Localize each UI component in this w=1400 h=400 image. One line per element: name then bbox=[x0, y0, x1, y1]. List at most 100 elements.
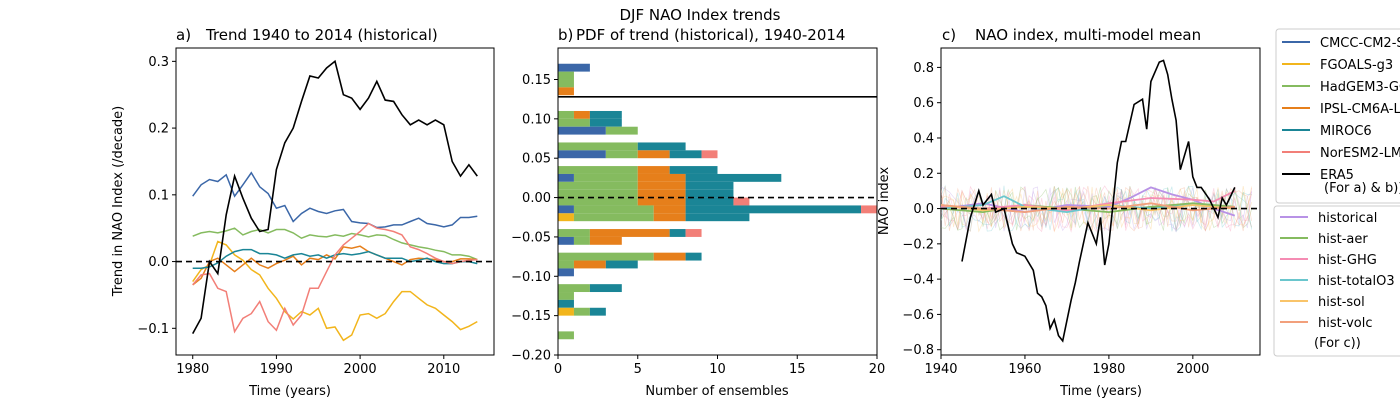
histogram-bar-hadgem3-gc31-ll bbox=[558, 189, 638, 198]
plot-frame-top bbox=[557, 47, 878, 356]
histogram-bar-cmcc-cm2-sr5 bbox=[558, 268, 574, 277]
histogram-bar-miroc6 bbox=[685, 189, 734, 198]
histogram-bar-noresm2-lm bbox=[861, 205, 877, 214]
histogram-bar-hadgem3-gc31-ll bbox=[558, 181, 638, 190]
x-tick-label: 1990 bbox=[260, 362, 293, 377]
histogram-bar-miroc6 bbox=[589, 110, 622, 119]
y-tick-label: 0.6 bbox=[913, 96, 934, 111]
panel-b-title: PDF of trend (historical), 1940-2014 bbox=[576, 26, 845, 44]
histogram-bar-fgoals-g3 bbox=[558, 307, 574, 316]
y-tick-label: −0.20 bbox=[511, 349, 551, 364]
y-tick-label: −0.6 bbox=[902, 308, 934, 323]
histogram-bar-ipsl-cm6a-lr bbox=[589, 229, 670, 237]
y-tick-label: −0.10 bbox=[511, 270, 551, 285]
y-tick-label: 0.0 bbox=[148, 255, 169, 270]
ensemble-noise-hist-totalo3 bbox=[941, 185, 1252, 232]
histogram-bar-miroc6 bbox=[669, 166, 718, 174]
x-tick-label: 5 bbox=[634, 362, 642, 377]
panel-b-xlabel: Number of ensembles bbox=[645, 384, 789, 399]
histogram-bar-hadgem3-gc31-ll bbox=[573, 173, 638, 182]
histogram-bar-hadgem3-gc31-ll bbox=[558, 197, 638, 206]
y-tick-label: 0.8 bbox=[913, 61, 934, 76]
histogram-bar-hadgem3-gc31-ll bbox=[573, 307, 590, 316]
x-tick-label: 2000 bbox=[1176, 362, 1209, 377]
histogram-bar-cmcc-cm2-sr5 bbox=[558, 150, 606, 159]
histogram-bar-hadgem3-gc31-ll bbox=[558, 331, 574, 340]
panel-c-title: NAO index, multi-model mean bbox=[975, 26, 1201, 44]
histogram-bar-hadgem3-gc31-ll bbox=[558, 79, 574, 88]
histogram-bar-noresm2-lm bbox=[685, 229, 702, 237]
legend-experiments-frame bbox=[1273, 205, 1400, 357]
legend-models-note: (For a) & b)) bbox=[1324, 181, 1400, 196]
histogram-bar-hadgem3-gc31-ll bbox=[558, 71, 574, 80]
series-line-era5 bbox=[191, 59, 478, 334]
panel-c-ylabel: NAO index bbox=[877, 167, 892, 236]
mean-line-historical bbox=[941, 186, 1236, 217]
mean-line-hist-ghg bbox=[941, 190, 1236, 212]
histogram-bar-hadgem3-gc31-ll bbox=[573, 205, 654, 214]
mean-line-hist-aer bbox=[941, 202, 1235, 214]
histogram-bar-fgoals-g3 bbox=[558, 213, 574, 222]
ensemble-noise-hist-sol bbox=[941, 185, 1252, 233]
histogram-bar-ipsl-cm6a-lr bbox=[637, 189, 686, 198]
histogram-bar-hadgem3-gc31-ll bbox=[605, 150, 638, 159]
histogram-bar-hadgem3-gc31-ll bbox=[573, 213, 654, 222]
legend-label: hist-aer bbox=[1318, 232, 1368, 247]
legend-label: CMCC-CM2-SR5 bbox=[1320, 36, 1400, 51]
panel-c-series bbox=[941, 59, 1260, 343]
histogram-bar-hadgem3-gc31-ll bbox=[573, 236, 590, 245]
ensemble-noise-hist-ghg bbox=[941, 185, 1252, 233]
panel-c-nao-index-chart: c) NAO index, multi-model mean Time (yea… bbox=[877, 26, 1261, 399]
histogram-bar-ipsl-cm6a-lr bbox=[637, 181, 686, 190]
panel-c-xlabel: Time (years) bbox=[1059, 384, 1142, 399]
plot-frame bbox=[175, 47, 495, 356]
histogram-bar-ipsl-cm6a-lr bbox=[573, 110, 590, 119]
histogram-bar-ipsl-cm6a-lr bbox=[653, 252, 686, 261]
legend-label: ERA5 bbox=[1320, 168, 1354, 183]
legend-experiments-note: (For c)) bbox=[1314, 336, 1361, 351]
histogram-bar-miroc6 bbox=[589, 307, 606, 316]
figure-suptitle: DJF NAO Index trends bbox=[619, 6, 780, 24]
histogram-bar-hadgem3-gc31-ll bbox=[558, 118, 590, 127]
histogram-bar-miroc6 bbox=[558, 299, 574, 308]
y-tick-label: 0.05 bbox=[522, 152, 551, 167]
plot-frame bbox=[940, 47, 1261, 356]
histogram-bar-hadgem3-gc31-ll bbox=[558, 284, 590, 293]
histogram-bar-cmcc-cm2-sr5 bbox=[558, 205, 574, 214]
x-tick-label: 1940 bbox=[924, 362, 957, 377]
y-tick-label: 0.10 bbox=[522, 112, 551, 127]
panel-a-xlabel: Time (years) bbox=[248, 384, 331, 399]
histogram-bar-miroc6 bbox=[637, 142, 686, 151]
y-tick-label: −0.2 bbox=[902, 237, 934, 252]
panel-a-trend-chart: a) Trend 1940 to 2014 (historical) Time … bbox=[111, 26, 495, 399]
histogram-bar-cmcc-cm2-sr5 bbox=[558, 126, 606, 135]
histogram-bar-ipsl-cm6a-lr bbox=[637, 197, 686, 206]
histogram-bar-cmcc-cm2-sr5 bbox=[558, 236, 574, 245]
legend-label: IPSL-CM6A-LR bbox=[1320, 102, 1400, 117]
legend-label: FGOALS-g3 bbox=[1320, 58, 1393, 73]
y-tick-label: 0.15 bbox=[522, 73, 551, 88]
panel-b-histogram: b) PDF of trend (historical), 1940-2014 … bbox=[511, 26, 885, 399]
histogram-bar-miroc6 bbox=[589, 118, 622, 127]
legend-label: hist-GHG bbox=[1318, 253, 1377, 268]
x-tick-label: 2000 bbox=[344, 362, 377, 377]
histogram-bar-noresm2-lm bbox=[701, 150, 718, 159]
x-tick-label: 20 bbox=[869, 362, 886, 377]
histogram-bar-hadgem3-gc31-ll bbox=[558, 166, 638, 174]
series-line-hadgem3-gc31-ll bbox=[192, 227, 478, 261]
histogram-bar-hadgem3-gc31-ll bbox=[558, 229, 590, 237]
x-tick-label: 1980 bbox=[176, 362, 209, 377]
x-tick-label: 10 bbox=[709, 362, 726, 377]
y-tick-label: −0.15 bbox=[511, 309, 551, 324]
series-line-fgoals-g3 bbox=[192, 240, 478, 342]
histogram-bar-miroc6 bbox=[685, 173, 782, 182]
y-tick-label: 0.0 bbox=[913, 202, 934, 217]
legend-models: (For a) & b)) CMCC-CM2-SR5 FGOALS-g3 HadGE… bbox=[1275, 28, 1400, 204]
panel-a-ylabel: Trend in NAO Index (/decade) bbox=[111, 106, 126, 298]
histogram-bar-hadgem3-gc31-ll bbox=[558, 252, 654, 261]
series-line-noresm2-lm bbox=[192, 222, 478, 334]
legend-models-frame bbox=[1275, 28, 1400, 204]
y-tick-label: 0.4 bbox=[913, 131, 934, 146]
x-tick-label: 15 bbox=[789, 362, 806, 377]
